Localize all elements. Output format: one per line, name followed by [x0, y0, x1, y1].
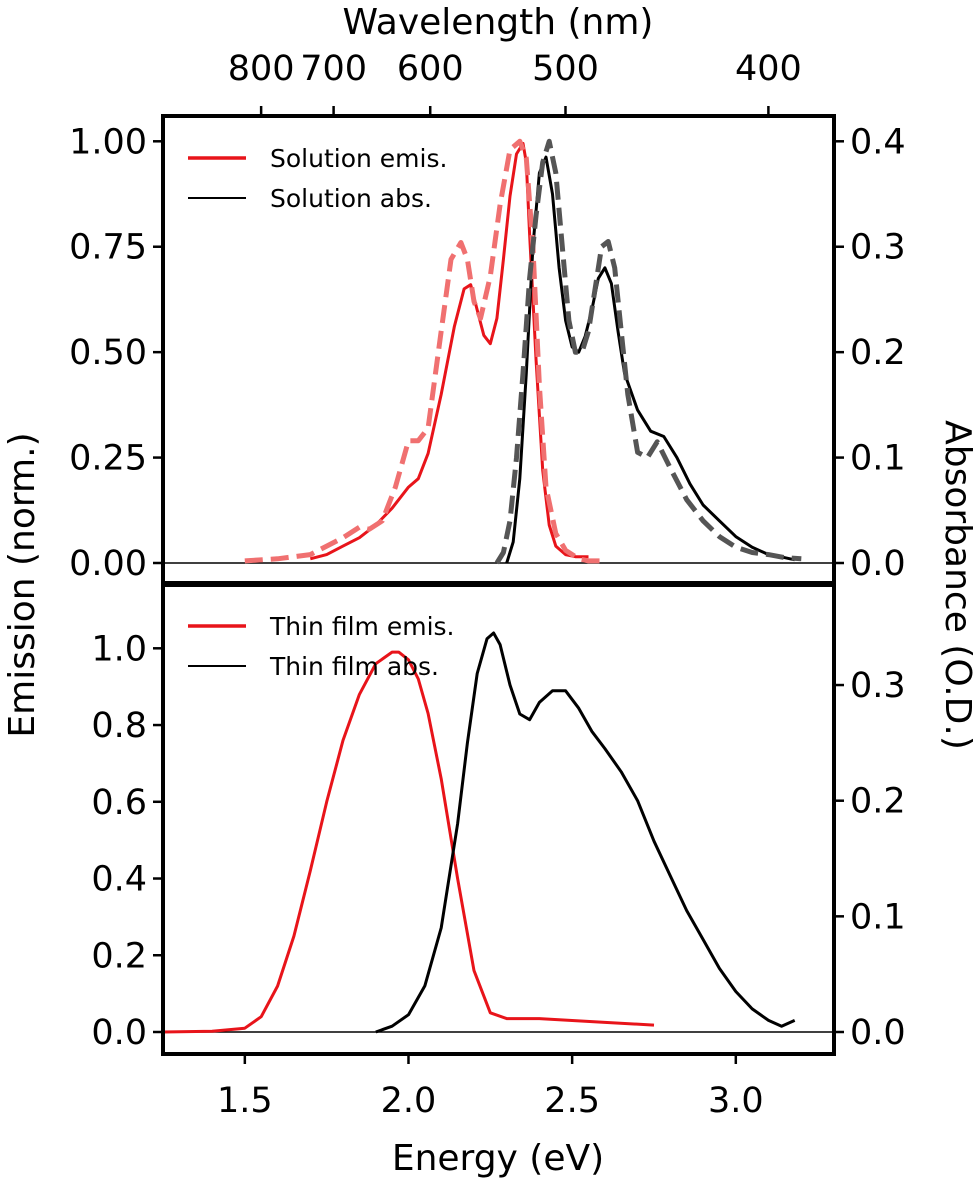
energy-tick-label: 2.0	[381, 1081, 437, 1121]
thin-film-abs-line	[375, 631, 796, 1034]
thin-film-plot-frame	[161, 583, 836, 1056]
wavelength-tick-label: 500	[532, 49, 599, 89]
solution-right-tick-label: 0.3	[850, 228, 906, 268]
thin-film-left-tick-label: 0.6	[91, 783, 147, 823]
emission-axis-label: Emission (norm.)	[2, 432, 43, 737]
solution-left-tick-label: 0.00	[69, 544, 147, 584]
wavelength-tick-label: 400	[735, 49, 802, 89]
thin-film-left-tick-label: 0.2	[91, 936, 147, 976]
solution-abs-legend-label: Solution abs.	[270, 184, 432, 213]
wavelength-tick-label: 700	[300, 49, 367, 89]
wavelength-tick-label: 800	[228, 49, 295, 89]
solution-series-group	[163, 138, 834, 565]
solution-left-tick-label: 0.75	[69, 228, 147, 268]
solution-right-tick-label: 0.0	[850, 544, 906, 584]
thin-film-emis-legend-label: Thin film emis.	[269, 612, 455, 641]
thin-film-left-tick-label: 0.4	[91, 860, 147, 900]
solution-left-tick-label: 1.00	[69, 122, 147, 162]
thin-film-right-tick-label: 0.3	[850, 666, 906, 706]
solution-right-axis-ticks: 0.0 0.1 0.2 0.3 0.4	[834, 122, 906, 584]
thin-film-left-axis-ticks: 0.0 0.2 0.4 0.6 0.8 1.0	[91, 629, 163, 1053]
thin-film-left-tick-label: 0.0	[91, 1013, 147, 1053]
thin-film-panel: 0.0 0.2 0.4 0.6 0.8 1.0 0.0 0.1 0.2 0.3 1.5 2.0 2.…	[91, 583, 906, 1121]
wavelength-axis-ticks: 800 700 600 500 400	[228, 49, 802, 116]
thin-film-left-tick-label: 1.0	[91, 629, 147, 669]
solution-right-tick-label: 0.4	[850, 122, 906, 162]
thin-film-legend: Thin film emis. Thin film abs.	[188, 612, 455, 681]
thin-film-series-group	[162, 631, 834, 1034]
thin-film-right-axis-ticks: 0.0 0.1 0.2 0.3	[834, 666, 906, 1053]
thin-film-right-tick-label: 0.2	[850, 782, 906, 822]
energy-tick-label: 2.5	[544, 1081, 600, 1121]
solution-right-tick-label: 0.2	[850, 333, 906, 373]
solution-emis-legend-label: Solution emis.	[270, 144, 447, 173]
energy-tick-label: 1.5	[217, 1081, 273, 1121]
solution-left-tick-label: 0.25	[69, 439, 147, 479]
energy-axis-ticks: 1.5 2.0 2.5 3.0	[217, 1054, 764, 1121]
thin-film-emis-line	[162, 650, 655, 1034]
thin-film-right-tick-label: 0.0	[850, 1013, 906, 1053]
thin-film-abs-legend-label: Thin film abs.	[269, 652, 439, 681]
wavelength-axis-label: Wavelength (nm)	[343, 2, 654, 43]
thin-film-right-tick-label: 0.1	[850, 897, 906, 937]
energy-axis-label: Energy (eV)	[392, 1138, 604, 1179]
solution-panel: 0.00 0.25 0.50 0.75 1.00 0.0 0.1 0.2 0.3 0.4 800…	[69, 49, 906, 585]
solution-right-tick-label: 0.1	[850, 439, 906, 479]
thin-film-left-tick-label: 0.8	[91, 706, 147, 746]
solution-left-tick-label: 0.50	[69, 333, 147, 373]
absorbance-axis-label: Absorbance (O.D.)	[937, 420, 978, 750]
energy-tick-label: 3.0	[708, 1081, 764, 1121]
solution-legend: Solution emis. Solution abs.	[188, 144, 447, 213]
wavelength-tick-label: 600	[397, 49, 464, 89]
